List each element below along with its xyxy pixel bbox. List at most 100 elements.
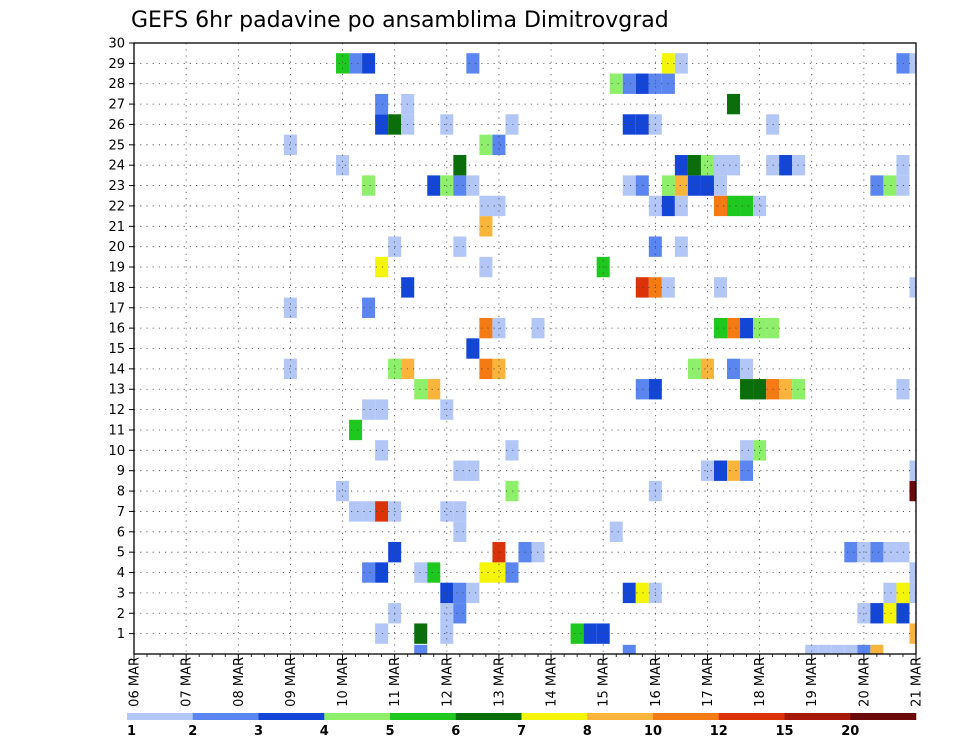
heatmap-cell: [674, 175, 688, 196]
y-tick-label: 2: [117, 607, 125, 622]
heatmap-cell: [349, 419, 363, 441]
y-tick-label: 1: [117, 627, 125, 642]
y-axis: 1234567891011121314151617181920212223242…: [108, 37, 134, 642]
x-tick-label: 17 MAR: [701, 657, 716, 707]
heatmap-cell: [466, 338, 480, 359]
x-tick-label: 20 MAR: [857, 657, 872, 707]
heatmap-cell: [635, 175, 649, 196]
heatmap-cell: [818, 644, 832, 655]
y-tick-label: 13: [108, 383, 125, 398]
colorbar-label: 2: [188, 724, 197, 739]
heatmap-cell: [753, 195, 767, 217]
heatmap-cell: [336, 480, 350, 502]
colorbar-label: 6: [451, 724, 460, 739]
heatmap-cell: [674, 195, 688, 217]
heatmap-cell: [466, 582, 480, 604]
heatmap-cell: [375, 256, 389, 278]
y-tick-label: 27: [108, 98, 125, 113]
heatmap-cell: [831, 644, 845, 655]
heatmap-cell: [283, 297, 297, 318]
y-tick-label: 5: [117, 546, 125, 561]
heatmap-cell: [674, 155, 688, 176]
heatmap-cell: [466, 175, 480, 196]
x-tick-label: 18 MAR: [753, 657, 768, 707]
heatmap-cell: [414, 562, 428, 583]
colorbar-label: 20: [841, 724, 859, 739]
x-tick-label: 15 MAR: [597, 657, 612, 707]
heatmap-cell: [727, 317, 741, 339]
colorbar-segment: [324, 713, 391, 720]
y-tick-label: 7: [117, 505, 125, 520]
y-tick-label: 16: [108, 322, 125, 337]
colorbar-label: 12: [710, 724, 728, 739]
heatmap-cell: [453, 582, 467, 604]
x-tick-label: 06 MAR: [128, 657, 143, 707]
y-tick-label: 25: [108, 138, 125, 153]
heatmap-cell: [909, 582, 916, 604]
heatmap-cell: [713, 155, 728, 176]
heatmap-cell: [362, 175, 376, 196]
heatmap-cell: [844, 644, 858, 655]
heatmap-cell: [870, 644, 884, 655]
x-tick-label: 07 MAR: [180, 657, 195, 707]
y-tick-label: 6: [117, 525, 125, 540]
heatmap-cell: [479, 216, 493, 237]
heatmap-cell: [883, 582, 897, 604]
heatmap-cell: [453, 175, 467, 196]
heatmap-cell: [844, 541, 858, 563]
x-tick-label: 12 MAR: [440, 657, 455, 707]
heatmap-cell: [453, 460, 467, 481]
heatmap-cell: [479, 195, 493, 217]
heatmap-cell: [700, 155, 714, 176]
colorbar-label: 4: [320, 724, 329, 739]
heatmap-cell: [883, 603, 897, 624]
heatmap-cell: [492, 358, 506, 380]
heatmap-cell: [635, 582, 649, 604]
y-tick-label: 19: [108, 261, 125, 276]
heatmap-cell: [674, 53, 688, 74]
colorbar-segment: [455, 713, 522, 720]
y-tick-label: 3: [117, 586, 125, 601]
heatmap-cell: [622, 114, 636, 135]
heatmap-cell: [740, 440, 754, 461]
heatmap-cell: [909, 460, 916, 481]
colorbar-segment: [390, 713, 457, 720]
heatmap-cell: [805, 644, 819, 655]
heatmap-cell: [427, 175, 441, 196]
colorbar-segment: [127, 713, 194, 720]
heatmap-cell: [687, 175, 701, 196]
heatmap-cell: [466, 460, 480, 481]
heatmap-cell: [283, 358, 297, 380]
colorbar-label: 1: [127, 724, 136, 739]
y-tick-label: 15: [108, 342, 125, 357]
heatmap-cell: [857, 603, 871, 624]
heatmap-cell: [635, 379, 649, 400]
heatmap-cell: [674, 236, 688, 257]
heatmap-cell: [375, 399, 389, 420]
heatmap-cell: [362, 53, 376, 74]
heatmap-cell: [622, 644, 636, 655]
heatmap-cell: [635, 114, 649, 135]
y-tick-label: 22: [108, 199, 125, 214]
heatmap-cell: [883, 175, 897, 196]
y-tick-label: 8: [117, 485, 125, 500]
heatmap-cell: [740, 379, 754, 400]
x-tick-label: 13 MAR: [492, 657, 507, 707]
heatmap-cell: [700, 460, 714, 481]
heatmap-cell: [375, 114, 389, 135]
heatmap-cell: [440, 623, 454, 644]
heatmap-cell: [870, 175, 884, 196]
heatmap-cell: [870, 541, 884, 563]
heatmap-cell: [909, 562, 916, 583]
heatmap-cell: [505, 562, 519, 583]
heatmap-cell: [505, 440, 519, 461]
y-tick-label: 11: [108, 423, 125, 438]
heatmap-cell: [713, 277, 728, 298]
heatmap-cell: [909, 53, 916, 74]
heatmap-cell: [792, 379, 806, 400]
heatmap-cell: [375, 440, 389, 461]
heatmap-cell: [622, 175, 636, 196]
heatmap-cell: [505, 114, 519, 135]
heatmap-cell: [440, 582, 454, 604]
